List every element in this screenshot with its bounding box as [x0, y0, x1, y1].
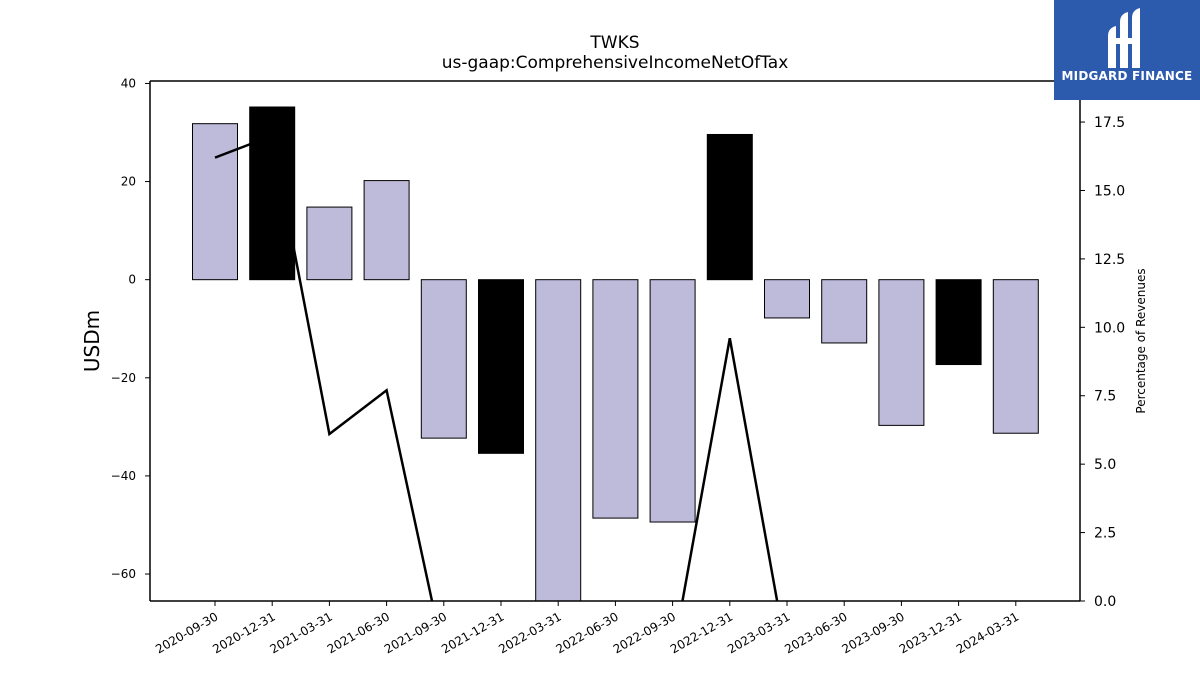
- chart-subtitle: us-gaap:ComprehensiveIncomeNetOfTax: [442, 53, 789, 73]
- x-tick-label: 2024-03-31: [954, 609, 1021, 656]
- y-tick-label: −60: [111, 567, 136, 581]
- y-right-tick-label: 2.5: [1094, 526, 1116, 542]
- y-right-tick-label: 7.5: [1094, 389, 1116, 405]
- bar-2022-03-31: [535, 279, 582, 601]
- bar-2020-09-30: [192, 123, 238, 281]
- x-tick-label: 2020-12-31: [210, 609, 277, 656]
- chart-title: TWKS: [589, 33, 639, 53]
- bar-2024-03-31: [992, 279, 1039, 434]
- bar-2023-09-30: [878, 279, 925, 426]
- x-tick-label: 2023-03-31: [725, 609, 792, 656]
- revenue-pct-line-segment-1: [681, 338, 779, 601]
- bar-2020-12-31: [249, 106, 296, 281]
- y-tick-label: −40: [111, 469, 136, 483]
- logo-text: MIDGARD FINANCE: [1061, 69, 1193, 83]
- y-axis-label: USDm: [80, 310, 104, 372]
- y-right-tick-label: 0.0: [1094, 594, 1116, 610]
- midgard-logo-icon: [1108, 8, 1140, 68]
- y-right-tick-label: 17.5: [1094, 115, 1125, 131]
- y-tick-label: 40: [121, 76, 136, 90]
- y-right-tick-label: 12.5: [1094, 252, 1125, 268]
- x-tick-label: 2023-12-31: [897, 609, 964, 656]
- revenue-pct-line-segment-0: [214, 134, 434, 601]
- bar-2021-12-31: [478, 279, 524, 454]
- y-right-tick-label: 15.0: [1094, 183, 1125, 199]
- x-tick-label: 2021-03-31: [267, 609, 334, 656]
- revenue-pct-line-group: [214, 134, 779, 601]
- bar-2022-12-31: [706, 133, 753, 281]
- bar-2021-03-31: [306, 206, 353, 281]
- bars-group: [192, 106, 1039, 601]
- x-tick-label: 2021-06-30: [325, 609, 392, 656]
- x-tick-label: 2022-03-31: [496, 609, 563, 656]
- y-right-tick-label: 5.0: [1094, 457, 1116, 473]
- y-tick-label: 20: [121, 175, 136, 189]
- bar-2021-06-30: [363, 180, 410, 281]
- bar-2023-06-30: [821, 279, 868, 344]
- x-tick-label: 2023-09-30: [839, 609, 906, 656]
- bar-2021-09-30: [420, 279, 467, 439]
- bar-2022-06-30: [592, 279, 639, 519]
- x-tick-label: 2022-12-31: [668, 609, 735, 656]
- midgard-finance-logo: MIDGARD FINANCE: [1054, 0, 1200, 100]
- bar-2022-09-30: [649, 279, 696, 523]
- x-tick-label: 2022-09-30: [611, 609, 678, 656]
- x-tick-label: 2021-09-30: [382, 609, 449, 656]
- y-axis-label-right: Percentage of Revenues: [1134, 268, 1148, 413]
- x-tick-label: 2020-09-30: [153, 609, 220, 656]
- x-tick-label: 2022-06-30: [553, 609, 620, 656]
- y-tick-label: −20: [111, 371, 136, 385]
- y-right-tick-label: 10.0: [1094, 320, 1125, 336]
- bar-2023-12-31: [935, 279, 982, 366]
- y-tick-label: 0: [128, 273, 136, 287]
- x-tick-label: 2021-12-31: [439, 609, 506, 656]
- x-tick-label: 2023-06-30: [782, 609, 849, 656]
- bar-2023-03-31: [764, 279, 810, 319]
